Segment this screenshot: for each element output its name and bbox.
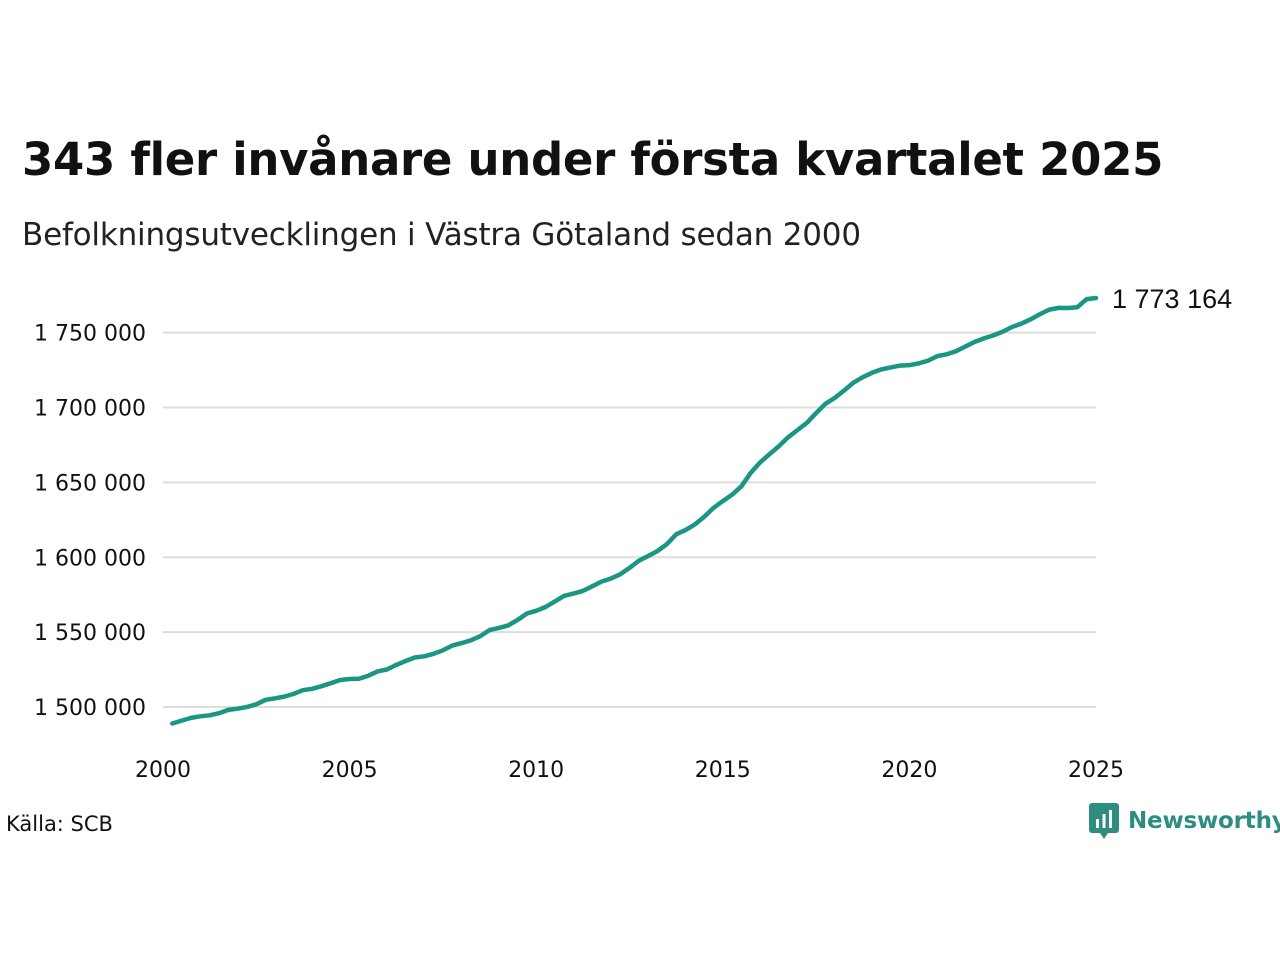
x-tick-label: 2005 bbox=[322, 758, 378, 783]
y-tick-label: 1 600 000 bbox=[34, 546, 146, 571]
newsworthy-logo-icon bbox=[1089, 803, 1119, 839]
brand-logo[interactable]: Newsworthy bbox=[1088, 802, 1280, 840]
y-tick-label: 1 750 000 bbox=[34, 322, 146, 347]
y-tick-label: 1 650 000 bbox=[34, 471, 146, 496]
x-tick-label: 2025 bbox=[1068, 758, 1124, 783]
brand-name: Newsworthy bbox=[1128, 808, 1280, 834]
chart-title: 343 fler invånare under första kvartalet… bbox=[22, 133, 1164, 186]
y-tick-label: 1 500 000 bbox=[34, 696, 146, 721]
x-tick-label: 2010 bbox=[508, 758, 564, 783]
chart-subtitle: Befolkningsutvecklingen i Västra Götalan… bbox=[22, 217, 861, 253]
y-tick-label: 1 700 000 bbox=[34, 397, 146, 422]
source-label: Källa: SCB bbox=[6, 812, 113, 836]
y-tick-label: 1 550 000 bbox=[34, 621, 146, 646]
series-line bbox=[170, 295, 1099, 726]
x-tick-label: 2020 bbox=[881, 758, 937, 783]
end-value-label: 1 773 164 bbox=[1112, 284, 1232, 314]
x-tick-label: 2000 bbox=[135, 758, 191, 783]
x-tick-label: 2015 bbox=[695, 758, 751, 783]
